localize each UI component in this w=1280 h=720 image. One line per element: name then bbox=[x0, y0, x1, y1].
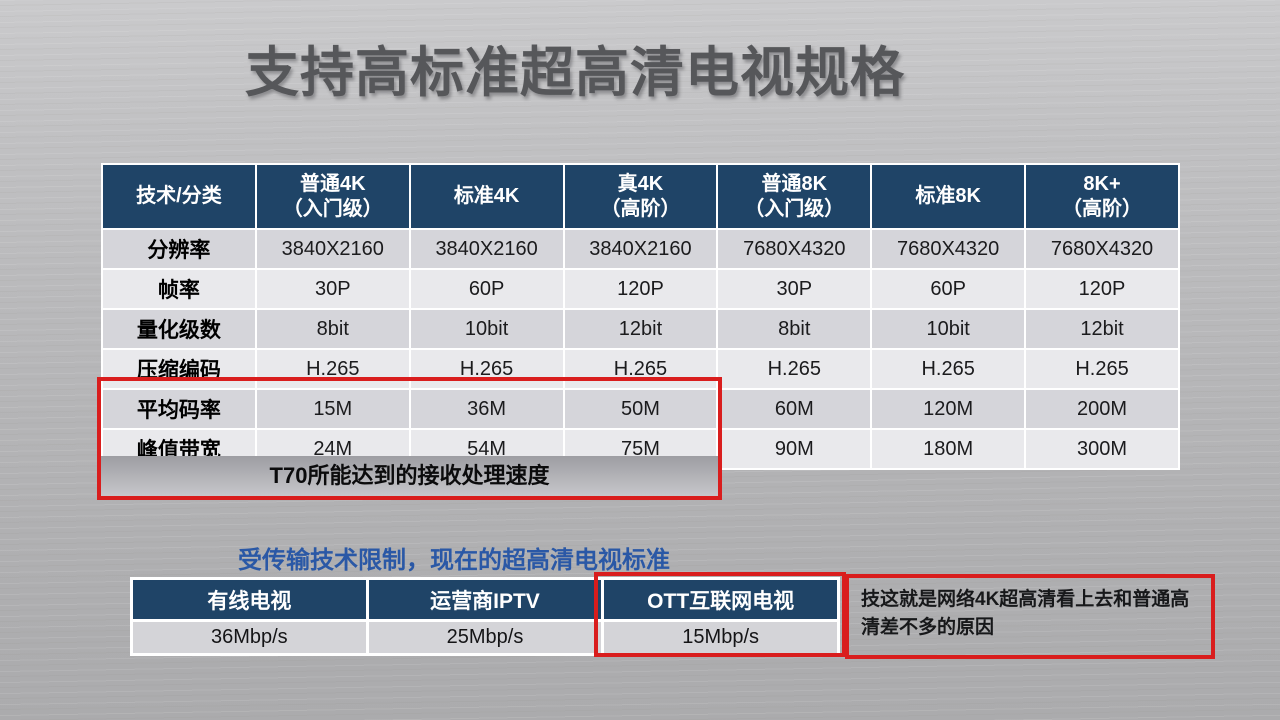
spec-header-col-5: 标准8K bbox=[872, 165, 1025, 228]
spec-cell: 30P bbox=[256, 270, 409, 308]
spec-cell: 120M bbox=[872, 390, 1025, 428]
spec-row-label: 压缩编码 bbox=[103, 350, 255, 388]
spec-cell: 10bit bbox=[410, 310, 563, 348]
spec-cell: 12bit bbox=[564, 310, 717, 348]
spec-cell: 180M bbox=[872, 430, 1025, 468]
spec-header-col-0: 技术/分类 bbox=[103, 165, 255, 228]
spec-cell: 50M bbox=[564, 390, 717, 428]
spec-cell: 8bit bbox=[256, 310, 409, 348]
bandwidth-value-1: 25Mbp/s bbox=[368, 622, 602, 653]
spec-table-footer-note: T70所能达到的接收处理速度 bbox=[101, 456, 718, 496]
spec-table-header-row: 技术/分类 普通4K （入门级） 标准4K 真4K （高阶） 普通8K （入门级） 标准8… bbox=[103, 165, 1178, 228]
spec-cell: 36M bbox=[410, 390, 563, 428]
spec-header-col-4: 普通8K （入门级） bbox=[718, 165, 871, 228]
spec-row-label: 帧率 bbox=[103, 270, 255, 308]
spec-cell: 10bit bbox=[872, 310, 1025, 348]
spec-cell: 12bit bbox=[1026, 310, 1178, 348]
spec-cell: 3840X2160 bbox=[564, 230, 717, 268]
spec-cell: 120P bbox=[564, 270, 717, 308]
spec-cell: 3840X2160 bbox=[410, 230, 563, 268]
spec-row-4: 平均码率 15M 36M 50M 60M 120M 200M bbox=[103, 390, 1178, 428]
spec-cell: 90M bbox=[718, 430, 871, 468]
bandwidth-header-col-0: 有线电视 bbox=[133, 580, 366, 619]
spec-cell: 30P bbox=[718, 270, 871, 308]
bandwidth-value-row: 36Mbp/s 25Mbp/s 15Mbp/s bbox=[133, 622, 837, 653]
spec-row-2: 量化级数 8bit 10bit 12bit 8bit 10bit 12bit bbox=[103, 310, 1178, 348]
spec-cell: 3840X2160 bbox=[256, 230, 409, 268]
spec-cell: 300M bbox=[1026, 430, 1178, 468]
spec-header-col-6: 8K+ （高阶） bbox=[1026, 165, 1178, 228]
bandwidth-value-0: 36Mbp/s bbox=[133, 622, 366, 653]
subtitle: 受传输技术限制，现在的超高清电视标准 bbox=[238, 547, 670, 574]
spec-row-label: 量化级数 bbox=[103, 310, 255, 348]
slide-title: 支持高标准超高清电视规格 bbox=[245, 43, 905, 103]
bandwidth-header-col-1: 运营商IPTV bbox=[368, 580, 602, 619]
spec-cell: 60P bbox=[410, 270, 563, 308]
spec-cell: H.265 bbox=[564, 350, 717, 388]
highlight-box-bitrate bbox=[97, 377, 722, 500]
spec-cell: 7680X4320 bbox=[872, 230, 1025, 268]
spec-row-label: 平均码率 bbox=[103, 390, 255, 428]
bandwidth-header-col-2: OTT互联网电视 bbox=[604, 580, 837, 619]
bandwidth-table: 有线电视 运营商IPTV OTT互联网电视 36Mbp/s 25Mbp/s 15Mbp/… bbox=[130, 577, 840, 656]
bandwidth-header-row: 有线电视 运营商IPTV OTT互联网电视 bbox=[133, 580, 837, 619]
spec-cell: 7680X4320 bbox=[718, 230, 871, 268]
spec-cell: 60P bbox=[872, 270, 1025, 308]
spec-cell: H.265 bbox=[718, 350, 871, 388]
spec-cell: H.265 bbox=[256, 350, 409, 388]
spec-cell: 120P bbox=[1026, 270, 1178, 308]
spec-cell: 7680X4320 bbox=[1026, 230, 1178, 268]
spec-header-col-3: 真4K （高阶） bbox=[564, 165, 717, 228]
spec-cell: 8bit bbox=[718, 310, 871, 348]
spec-row-label: 分辨率 bbox=[103, 230, 255, 268]
bandwidth-value-2: 15Mbp/s bbox=[604, 622, 837, 653]
annotation-box: 技这就是网络4K超高清看上去和普通高清差不多的原因 bbox=[845, 574, 1215, 659]
spec-cell: 200M bbox=[1026, 390, 1178, 428]
spec-cell: 60M bbox=[718, 390, 871, 428]
highlight-box-ott bbox=[594, 572, 846, 657]
spec-cell: H.265 bbox=[410, 350, 563, 388]
spec-row-0: 分辨率 3840X2160 3840X2160 3840X2160 7680X4320 7… bbox=[103, 230, 1178, 268]
annotation-text: 技这就是网络4K超高清看上去和普通高清差不多的原因 bbox=[861, 589, 1190, 638]
spec-row-1: 帧率 30P 60P 120P 30P 60P 120P bbox=[103, 270, 1178, 308]
spec-cell: H.265 bbox=[872, 350, 1025, 388]
spec-row-3: 压缩编码 H.265 H.265 H.265 H.265 H.265 H.265 bbox=[103, 350, 1178, 388]
spec-header-col-2: 标准4K bbox=[410, 165, 563, 228]
spec-header-col-1: 普通4K （入门级） bbox=[256, 165, 409, 228]
spec-cell: H.265 bbox=[1026, 350, 1178, 388]
spec-cell: 15M bbox=[256, 390, 409, 428]
